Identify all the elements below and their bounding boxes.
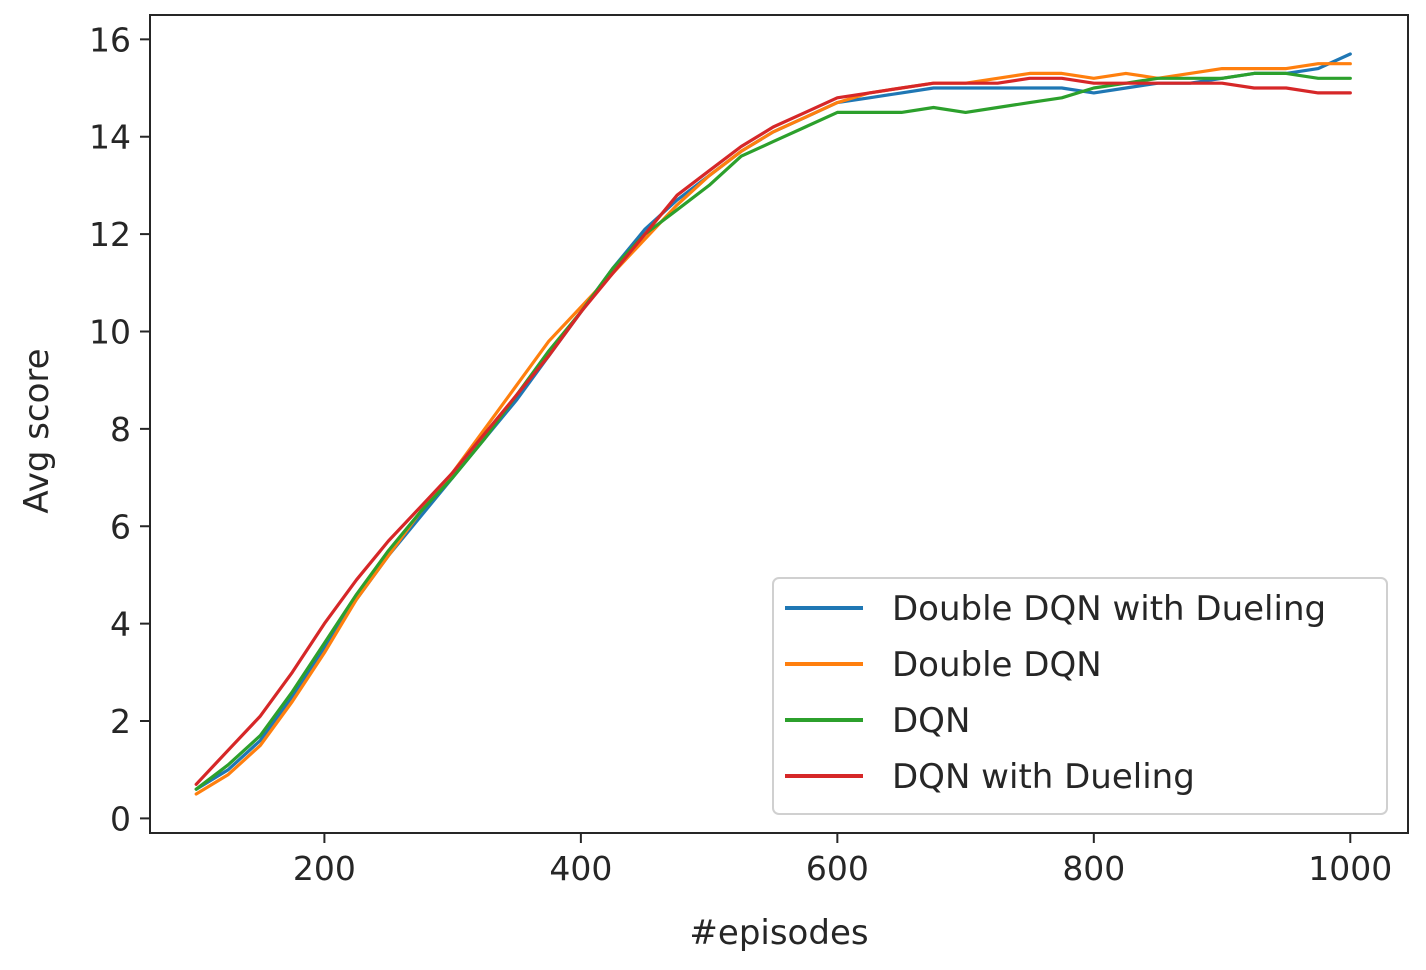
legend-label-2: Double DQN xyxy=(892,645,1102,685)
y-tick-label: 14 xyxy=(89,118,131,157)
legend-items: Double DQN with Dueling Double DQN DQN DQN … xyxy=(785,589,1326,797)
legend-frame xyxy=(772,577,1388,815)
y-tick-label: 0 xyxy=(110,799,131,838)
x-tick-label: 1000 xyxy=(1308,849,1392,888)
x-tick-label: 400 xyxy=(549,849,612,888)
series-line-4 xyxy=(194,76,1352,786)
y-tick-label: 16 xyxy=(89,20,131,59)
plot-frame xyxy=(149,14,1409,834)
y-tick-label: 10 xyxy=(89,312,131,351)
y-axis-label: Avg score xyxy=(17,348,57,513)
legend-label-4: DQN with Dueling xyxy=(892,757,1195,797)
y-tick-label: 4 xyxy=(110,605,131,644)
y-tick-label: 12 xyxy=(89,215,131,254)
legend: Double DQN with Dueling Double DQN DQN DQN … xyxy=(772,577,1388,815)
legend-label-1: Double DQN with Dueling xyxy=(892,589,1326,629)
series-layer xyxy=(194,52,1352,796)
x-axis-label: #episodes xyxy=(689,913,868,953)
x-tick-label: 800 xyxy=(1062,849,1125,888)
y-tick-label: 8 xyxy=(110,410,131,449)
x-tick-label: 200 xyxy=(293,849,356,888)
series-line-3 xyxy=(194,71,1352,791)
x-tick-label: 600 xyxy=(806,849,869,888)
legend-label-3: DQN xyxy=(892,701,970,741)
y-tick-label: 2 xyxy=(110,702,131,741)
ticks-layer: 200 400 600 800 1000 0 2 4 6 8 10 12 14 16 xyxy=(89,20,1392,888)
y-tick-label: 6 xyxy=(110,507,131,546)
